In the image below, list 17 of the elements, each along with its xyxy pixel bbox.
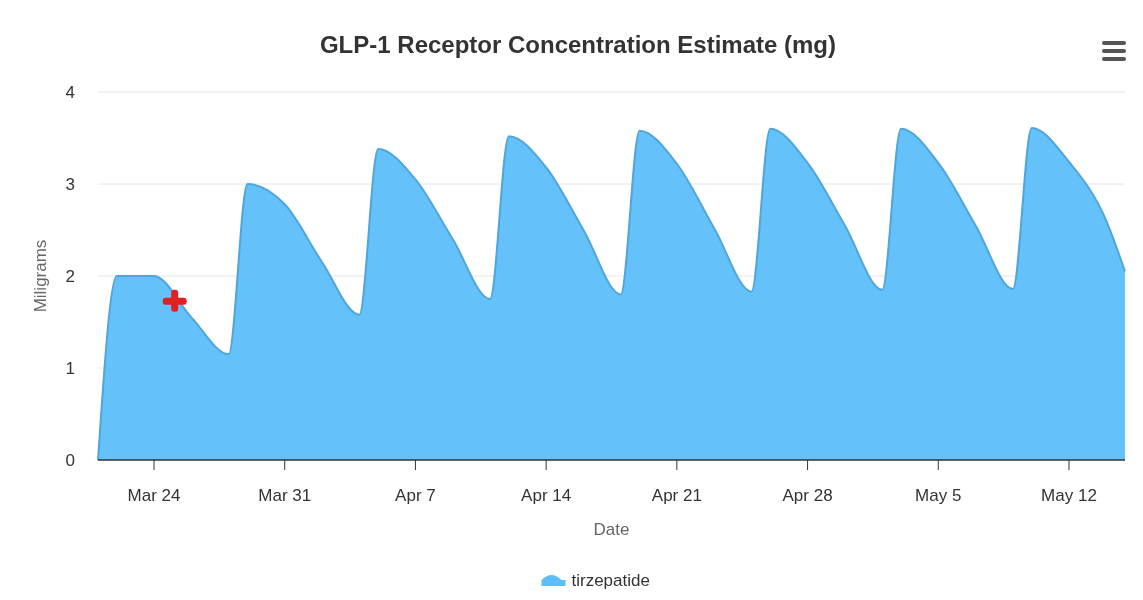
y-tick-label: 3 [65, 175, 75, 194]
x-tick-label: May 12 [1041, 486, 1097, 505]
x-tick-label: Apr 14 [521, 486, 572, 505]
x-tick-label: Mar 31 [258, 486, 312, 505]
x-tick-label: Apr 21 [651, 486, 702, 505]
x-tick-label: Apr 7 [395, 486, 436, 505]
legend-label: tirzepatide [571, 571, 650, 590]
x-axis-title: Date [593, 520, 630, 539]
chart-title: GLP-1 Receptor Concentration Estimate (mg) [319, 31, 837, 58]
x-tick-label: Mar 24 [127, 486, 181, 505]
y-axis-title: Miligrams [31, 239, 50, 313]
y-tick-label: 1 [65, 359, 75, 378]
x-tick-label: May 5 [915, 486, 962, 505]
y-tick-label: 0 [65, 451, 75, 470]
y-tick-label: 4 [65, 83, 75, 102]
x-tick-label: Apr 28 [782, 486, 833, 505]
y-tick-label: 2 [65, 267, 75, 286]
